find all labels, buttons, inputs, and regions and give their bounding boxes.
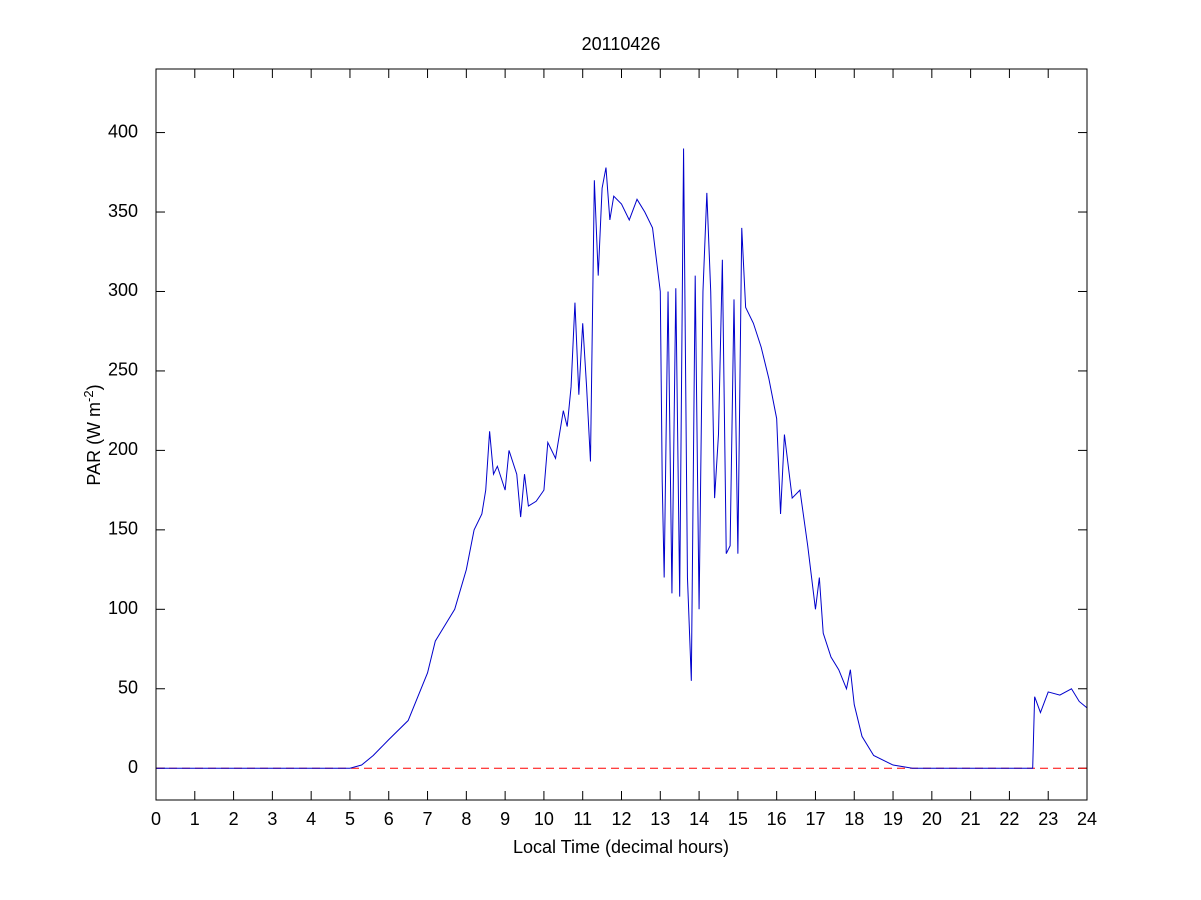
y-label-text: PAR (W m [84,402,104,486]
y-tick-label: 150 [108,519,138,539]
x-tick-label: 20 [922,809,942,829]
y-tick-label: 250 [108,360,138,380]
y-tick-label: 200 [108,439,138,459]
x-tick-label: 4 [306,809,316,829]
x-tick-label: 3 [267,809,277,829]
x-tick-label: 9 [500,809,510,829]
x-tick-label: 5 [345,809,355,829]
y-tick-label: 350 [108,201,138,221]
x-tick-label: 7 [423,809,433,829]
x-axis-label: Local Time (decimal hours) [513,837,729,857]
x-tick-label: 23 [1038,809,1058,829]
x-tick-label: 12 [611,809,631,829]
x-tick-label: 19 [883,809,903,829]
x-tick-label: 10 [534,809,554,829]
x-tick-label: 2 [229,809,239,829]
y-tick-label: 400 [108,121,138,141]
y-axis-label: PAR (W m-2) [81,384,104,485]
x-tick-label: 22 [999,809,1019,829]
x-tick-label: 8 [461,809,471,829]
x-tick-label: 16 [767,809,787,829]
x-tick-label: 11 [573,809,592,829]
x-tick-label: 13 [650,809,670,829]
y-tick-label: 50 [118,678,138,698]
x-tick-label: 21 [961,809,981,829]
y-label-suffix: ) [84,384,104,390]
x-tick-label: 14 [689,809,709,829]
x-tick-label: 18 [844,809,864,829]
x-tick-label: 24 [1077,809,1097,829]
plot-frame [155,68,1088,801]
y-label-superscript: -2 [81,390,96,402]
y-tick-label: 0 [128,757,138,777]
y-tick-label: 300 [108,280,138,300]
x-tick-label: 0 [151,809,161,829]
data-line [156,148,1088,769]
x-tick-label: 15 [728,809,748,829]
x-tick-label: 17 [805,809,825,829]
chart-title: 20110426 [582,34,661,54]
y-tick-label: 100 [108,598,138,618]
x-tick-label: 1 [190,809,200,829]
x-tick-label: 6 [384,809,394,829]
